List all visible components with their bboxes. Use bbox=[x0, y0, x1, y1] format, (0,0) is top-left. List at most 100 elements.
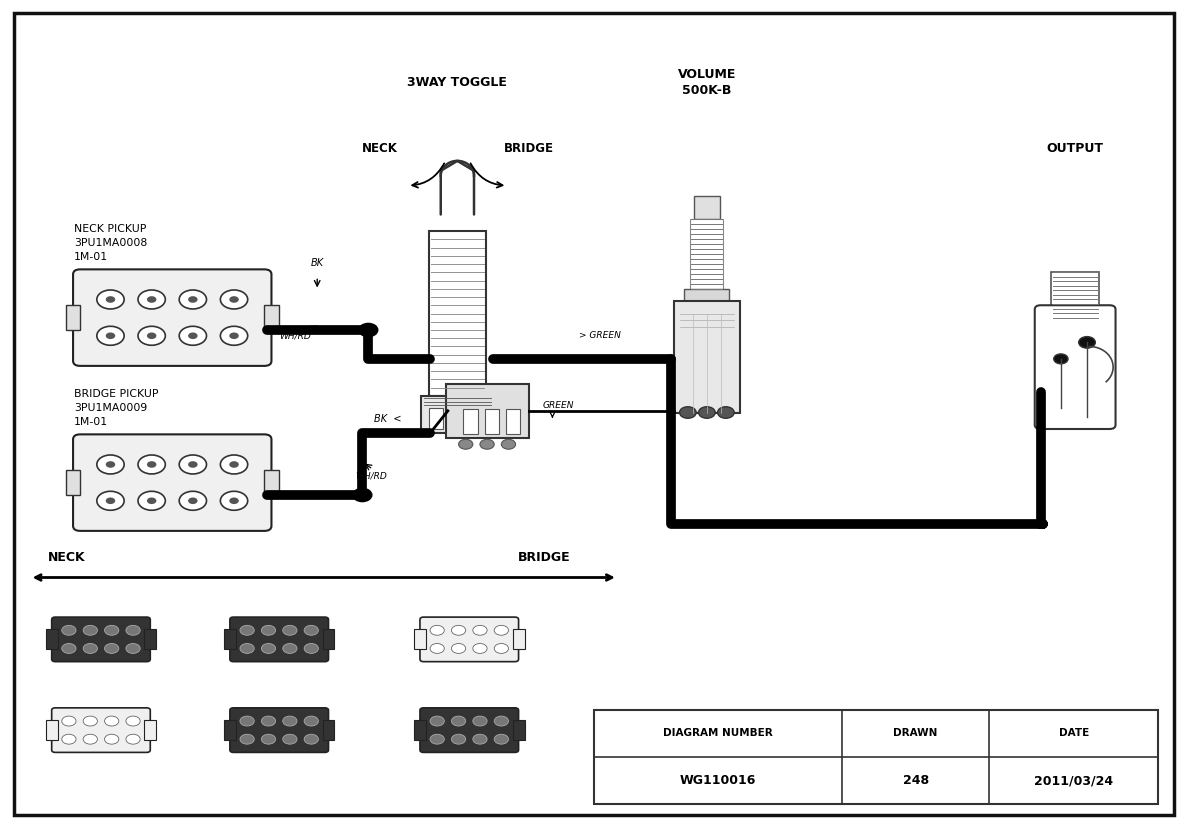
Bar bbox=[264, 305, 278, 330]
Circle shape bbox=[680, 407, 696, 418]
Bar bbox=[512, 629, 524, 649]
Circle shape bbox=[494, 716, 508, 726]
Bar bbox=[1051, 272, 1099, 318]
Circle shape bbox=[451, 625, 466, 635]
Bar bbox=[512, 720, 524, 740]
Circle shape bbox=[147, 296, 157, 303]
Circle shape bbox=[126, 625, 140, 635]
Circle shape bbox=[501, 439, 516, 449]
Bar bbox=[421, 396, 494, 433]
Circle shape bbox=[138, 455, 165, 474]
Circle shape bbox=[220, 327, 247, 346]
Circle shape bbox=[179, 327, 207, 346]
Circle shape bbox=[229, 296, 239, 303]
FancyBboxPatch shape bbox=[52, 617, 150, 662]
Bar bbox=[46, 629, 58, 649]
Text: DATE: DATE bbox=[1059, 728, 1088, 738]
Bar bbox=[144, 629, 156, 649]
FancyBboxPatch shape bbox=[52, 708, 150, 752]
Bar bbox=[223, 720, 235, 740]
Circle shape bbox=[126, 644, 140, 653]
Circle shape bbox=[138, 290, 165, 309]
Circle shape bbox=[106, 497, 115, 504]
Text: NECK: NECK bbox=[362, 142, 398, 155]
Circle shape bbox=[430, 734, 444, 744]
Bar bbox=[415, 720, 425, 740]
Circle shape bbox=[304, 625, 318, 635]
Bar bbox=[690, 219, 723, 289]
Text: VOLUME
500K-B: VOLUME 500K-B bbox=[677, 68, 737, 97]
Bar bbox=[450, 408, 465, 429]
Circle shape bbox=[126, 716, 140, 726]
FancyBboxPatch shape bbox=[229, 617, 328, 662]
Bar bbox=[429, 231, 486, 396]
Circle shape bbox=[304, 644, 318, 653]
Circle shape bbox=[283, 716, 297, 726]
Circle shape bbox=[62, 734, 76, 744]
Circle shape bbox=[62, 625, 76, 635]
FancyBboxPatch shape bbox=[421, 617, 518, 662]
Circle shape bbox=[451, 734, 466, 744]
Text: NECK: NECK bbox=[48, 551, 86, 564]
Circle shape bbox=[62, 644, 76, 653]
Circle shape bbox=[97, 455, 124, 474]
Circle shape bbox=[179, 290, 207, 309]
Circle shape bbox=[473, 716, 487, 726]
Circle shape bbox=[261, 625, 276, 635]
Bar bbox=[675, 301, 739, 412]
Bar bbox=[694, 196, 720, 219]
Circle shape bbox=[304, 716, 318, 726]
FancyBboxPatch shape bbox=[229, 708, 328, 752]
Circle shape bbox=[83, 644, 97, 653]
Circle shape bbox=[699, 407, 715, 418]
Circle shape bbox=[1079, 337, 1095, 348]
Circle shape bbox=[105, 734, 119, 744]
Bar bbox=[322, 629, 335, 649]
Circle shape bbox=[430, 716, 444, 726]
Circle shape bbox=[147, 461, 157, 468]
FancyBboxPatch shape bbox=[1035, 305, 1116, 429]
Circle shape bbox=[179, 455, 207, 474]
Circle shape bbox=[188, 497, 197, 504]
Circle shape bbox=[105, 716, 119, 726]
FancyBboxPatch shape bbox=[421, 708, 518, 752]
Circle shape bbox=[179, 492, 207, 510]
Circle shape bbox=[188, 332, 197, 339]
Circle shape bbox=[105, 625, 119, 635]
Bar bbox=[65, 305, 80, 330]
Text: BK  <: BK < bbox=[374, 414, 402, 424]
Bar bbox=[65, 470, 80, 495]
Circle shape bbox=[283, 625, 297, 635]
Circle shape bbox=[147, 497, 157, 504]
Circle shape bbox=[283, 734, 297, 744]
Circle shape bbox=[97, 492, 124, 510]
Text: BRIDGE: BRIDGE bbox=[504, 142, 554, 155]
Circle shape bbox=[494, 734, 508, 744]
Circle shape bbox=[138, 327, 165, 346]
Bar bbox=[463, 408, 478, 434]
Circle shape bbox=[106, 461, 115, 468]
Circle shape bbox=[473, 625, 487, 635]
Circle shape bbox=[240, 716, 254, 726]
Circle shape bbox=[240, 734, 254, 744]
Circle shape bbox=[220, 455, 247, 474]
Text: 248: 248 bbox=[903, 774, 929, 787]
Text: BK: BK bbox=[310, 257, 324, 267]
Text: GREEN: GREEN bbox=[543, 402, 574, 410]
Circle shape bbox=[451, 644, 466, 653]
Bar bbox=[1037, 316, 1113, 324]
Text: 2011/03/24: 2011/03/24 bbox=[1034, 774, 1113, 787]
Bar bbox=[485, 408, 499, 434]
Circle shape bbox=[97, 290, 124, 309]
Circle shape bbox=[473, 734, 487, 744]
Circle shape bbox=[1054, 354, 1068, 364]
Text: 3WAY TOGGLE: 3WAY TOGGLE bbox=[407, 76, 507, 89]
Circle shape bbox=[359, 323, 378, 337]
Circle shape bbox=[451, 716, 466, 726]
Circle shape bbox=[83, 716, 97, 726]
Bar bbox=[472, 408, 486, 429]
Circle shape bbox=[188, 461, 197, 468]
Circle shape bbox=[473, 644, 487, 653]
Circle shape bbox=[126, 734, 140, 744]
Bar bbox=[684, 289, 729, 304]
